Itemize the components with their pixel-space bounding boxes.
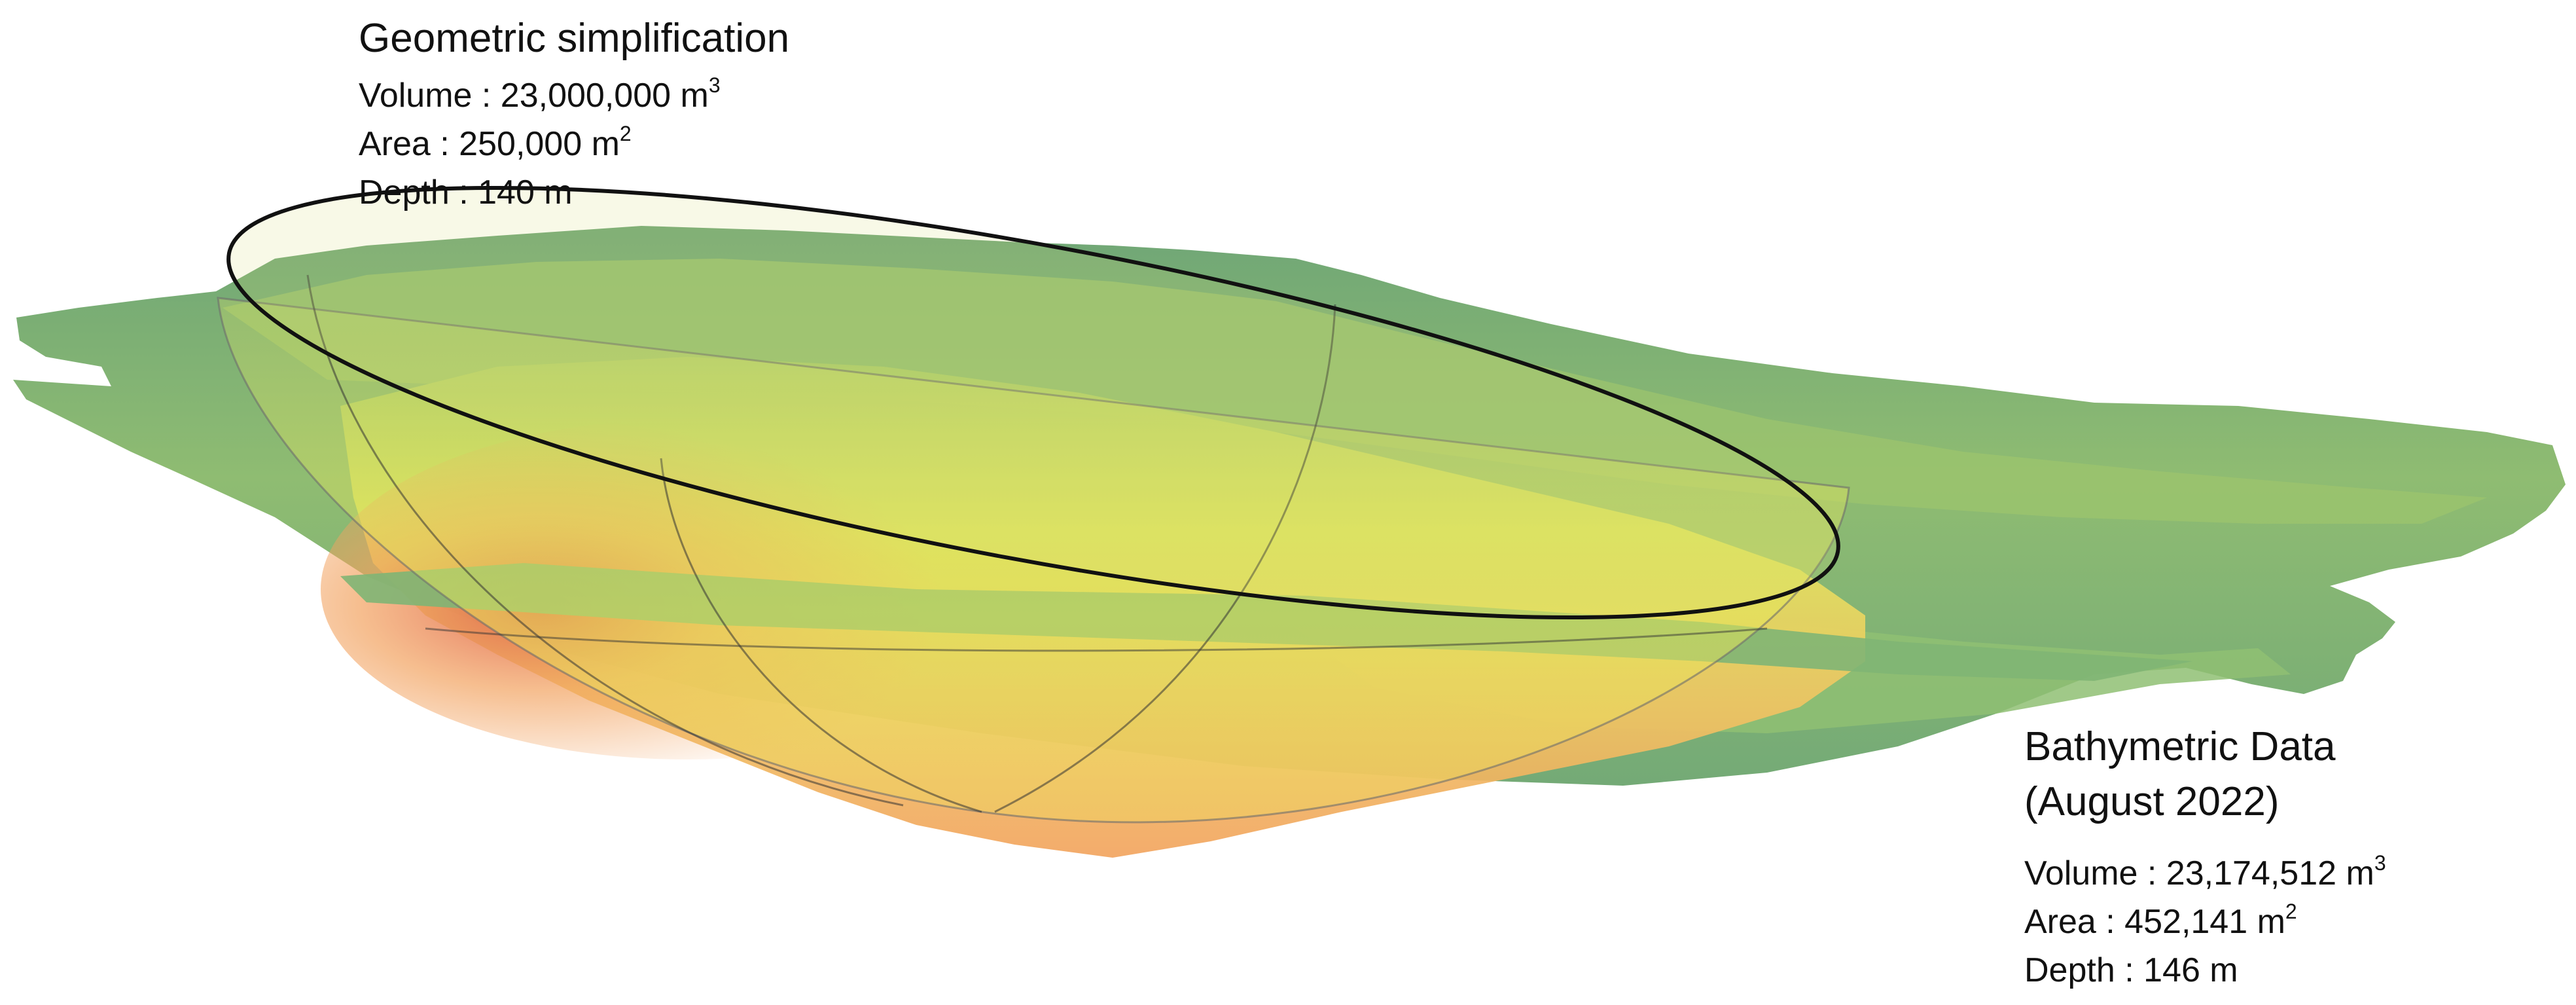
- geometric-title: Geometric simplification: [359, 16, 790, 61]
- geometric-simplification-label: Geometric simplification Volume : 23,000…: [359, 18, 789, 224]
- terrain-upper-band: [223, 259, 2487, 524]
- bathymetric-title: Bathymetric Data: [2024, 724, 2336, 769]
- bathymetric-depth: Depth : 146 m: [2024, 951, 2238, 989]
- bathymetric-area: Area : 452,141 m2: [2024, 900, 2297, 941]
- bathymetric-volume: Volume : 23,174,512 m3: [2024, 851, 2386, 892]
- geometric-depth: Depth : 140 m: [359, 174, 573, 211]
- geometric-volume: Volume : 23,000,000 m3: [359, 73, 721, 115]
- bowl-meridian-left: [306, 274, 904, 807]
- bowl-meridian-right: [994, 304, 1336, 813]
- simplified-bowl-body: [217, 297, 1850, 824]
- bathymetric-date: (August 2022): [2024, 779, 2280, 824]
- simplified-bowl-rim: [226, 186, 1840, 619]
- bowl-meridian-center: [660, 458, 982, 813]
- bathymetric-data-label: Bathymetric Data (August 2022) Volume : …: [2024, 727, 2386, 1002]
- geometric-area: Area : 250,000 m2: [359, 122, 632, 163]
- bowl-parallel: [425, 627, 1768, 652]
